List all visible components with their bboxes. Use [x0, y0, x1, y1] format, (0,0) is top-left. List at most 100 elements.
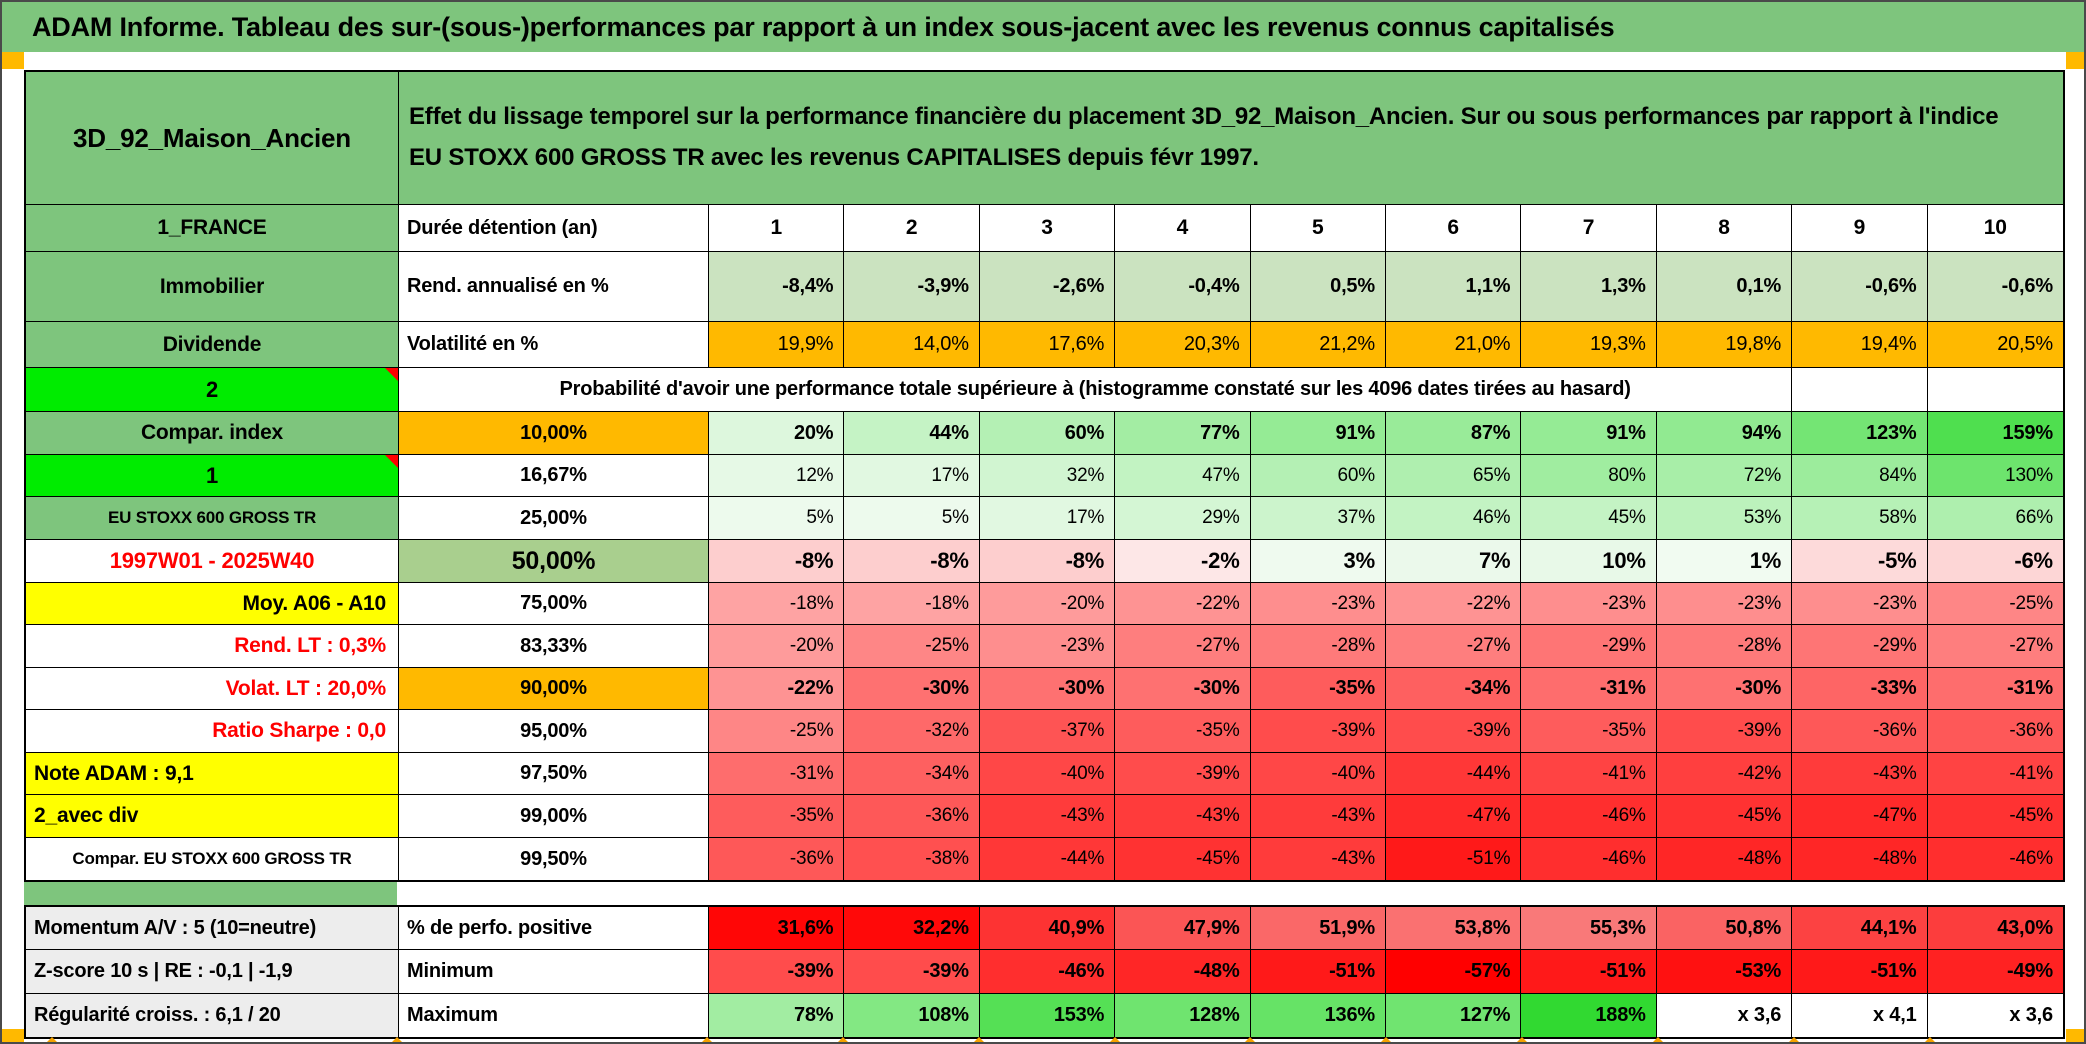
- data-cell[interactable]: -30%: [979, 668, 1116, 710]
- data-cell[interactable]: -29%: [1792, 625, 1928, 668]
- data-cell[interactable]: 3: [979, 205, 1116, 252]
- data-cell[interactable]: 1,3%: [1521, 252, 1657, 322]
- data-cell[interactable]: -40%: [1250, 753, 1386, 795]
- data-cell[interactable]: 44%: [844, 412, 980, 455]
- data-cell[interactable]: -33%: [1792, 668, 1928, 710]
- data-cell[interactable]: -46%: [1521, 795, 1657, 838]
- data-cell[interactable]: -51%: [1250, 950, 1386, 994]
- row-header-cell[interactable]: Note ADAM : 9,1: [26, 753, 399, 795]
- data-cell[interactable]: -43%: [1115, 795, 1251, 838]
- data-cell[interactable]: 7: [1521, 205, 1657, 252]
- data-cell[interactable]: 32%: [979, 455, 1116, 497]
- data-cell[interactable]: -38%: [844, 838, 980, 880]
- data-cell[interactable]: -25%: [844, 625, 980, 668]
- data-cell[interactable]: 188%: [1521, 994, 1657, 1037]
- data-cell[interactable]: 80%: [1521, 455, 1657, 497]
- data-cell[interactable]: 78%: [709, 994, 845, 1037]
- data-cell[interactable]: -8%: [709, 540, 845, 583]
- data-cell[interactable]: -43%: [979, 795, 1116, 838]
- data-cell[interactable]: -42%: [1656, 753, 1793, 795]
- data-cell[interactable]: -2%: [1115, 540, 1251, 583]
- empty-cell[interactable]: [1792, 368, 1928, 412]
- row-header-cell[interactable]: 2: [26, 368, 399, 412]
- data-cell[interactable]: 31,6%: [709, 907, 845, 950]
- row-subheader-cell[interactable]: 25,00%: [399, 497, 709, 540]
- data-cell[interactable]: 21,2%: [1250, 322, 1386, 368]
- data-cell[interactable]: -3,9%: [844, 252, 980, 322]
- data-cell[interactable]: -8%: [844, 540, 980, 583]
- data-cell[interactable]: -25%: [709, 710, 845, 753]
- data-cell[interactable]: 8: [1656, 205, 1793, 252]
- row-subheader-cell[interactable]: 97,50%: [399, 753, 709, 795]
- data-cell[interactable]: -23%: [1656, 583, 1793, 625]
- data-cell[interactable]: -46%: [979, 950, 1116, 994]
- data-cell[interactable]: -22%: [1115, 583, 1251, 625]
- data-cell[interactable]: 128%: [1115, 994, 1251, 1037]
- data-cell[interactable]: 53%: [1656, 497, 1793, 540]
- data-cell[interactable]: -20%: [709, 625, 845, 668]
- data-cell[interactable]: -23%: [1250, 583, 1386, 625]
- data-cell[interactable]: -39%: [844, 950, 980, 994]
- data-cell[interactable]: -41%: [1521, 753, 1657, 795]
- data-cell[interactable]: -43%: [1792, 753, 1928, 795]
- data-cell[interactable]: -34%: [1385, 668, 1522, 710]
- data-cell[interactable]: -47%: [1792, 795, 1928, 838]
- data-cell[interactable]: -30%: [1656, 668, 1793, 710]
- data-cell[interactable]: 7%: [1385, 540, 1522, 583]
- data-cell[interactable]: -51%: [1385, 838, 1522, 880]
- data-cell[interactable]: -2,6%: [979, 252, 1116, 322]
- data-cell[interactable]: 46%: [1385, 497, 1522, 540]
- data-cell[interactable]: -32%: [844, 710, 980, 753]
- data-cell[interactable]: 65%: [1385, 455, 1522, 497]
- data-cell[interactable]: x 4,1: [1792, 994, 1928, 1037]
- data-cell[interactable]: -34%: [844, 753, 980, 795]
- data-cell[interactable]: 43,0%: [1927, 907, 2063, 950]
- data-cell[interactable]: 60%: [1250, 455, 1386, 497]
- probability-note-cell[interactable]: Probabilité d'avoir une performance tota…: [399, 368, 1793, 412]
- data-cell[interactable]: 91%: [1521, 412, 1657, 455]
- data-cell[interactable]: -23%: [1792, 583, 1928, 625]
- empty-cell[interactable]: [1927, 368, 2063, 412]
- row-header-cell[interactable]: Compar. EU STOXX 600 GROSS TR: [26, 838, 399, 880]
- data-cell[interactable]: 153%: [979, 994, 1116, 1037]
- data-cell[interactable]: 66%: [1927, 497, 2063, 540]
- data-cell[interactable]: -46%: [1927, 838, 2063, 880]
- data-cell[interactable]: -35%: [1115, 710, 1251, 753]
- row-subheader-cell[interactable]: Durée détention (an): [399, 205, 709, 252]
- data-cell[interactable]: -36%: [709, 838, 845, 880]
- data-cell[interactable]: -40%: [979, 753, 1116, 795]
- row-header-cell[interactable]: 1_FRANCE: [26, 205, 399, 252]
- data-cell[interactable]: -45%: [1927, 795, 2063, 838]
- data-cell[interactable]: 2: [844, 205, 980, 252]
- data-cell[interactable]: -27%: [1927, 625, 2063, 668]
- data-cell[interactable]: -29%: [1521, 625, 1657, 668]
- data-cell[interactable]: -0,6%: [1927, 252, 2063, 322]
- data-cell[interactable]: -0,6%: [1792, 252, 1928, 322]
- data-cell[interactable]: 37%: [1250, 497, 1386, 540]
- data-cell[interactable]: 47,9%: [1115, 907, 1251, 950]
- row-header-cell[interactable]: Momentum A/V : 5 (10=neutre): [26, 907, 399, 950]
- data-cell[interactable]: 47%: [1115, 455, 1251, 497]
- data-cell[interactable]: 19,4%: [1792, 322, 1928, 368]
- row-subheader-cell[interactable]: Volatilité en %: [399, 322, 709, 368]
- data-cell[interactable]: -44%: [1385, 753, 1522, 795]
- data-cell[interactable]: 10: [1927, 205, 2063, 252]
- data-cell[interactable]: 60%: [979, 412, 1116, 455]
- data-cell[interactable]: 14,0%: [844, 322, 980, 368]
- data-cell[interactable]: -35%: [1250, 668, 1386, 710]
- data-cell[interactable]: -39%: [1115, 753, 1251, 795]
- row-header-cell[interactable]: 1997W01 - 2025W40: [26, 540, 399, 583]
- data-cell[interactable]: -41%: [1927, 753, 2063, 795]
- data-cell[interactable]: -36%: [1927, 710, 2063, 753]
- data-cell[interactable]: 5%: [844, 497, 980, 540]
- data-cell[interactable]: 4: [1115, 205, 1251, 252]
- data-cell[interactable]: -0,4%: [1115, 252, 1251, 322]
- data-cell[interactable]: -30%: [1115, 668, 1251, 710]
- data-cell[interactable]: 6: [1385, 205, 1522, 252]
- data-cell[interactable]: 50,8%: [1656, 907, 1793, 950]
- row-subheader-cell[interactable]: 50,00%: [399, 540, 709, 583]
- data-cell[interactable]: 87%: [1385, 412, 1522, 455]
- data-cell[interactable]: -37%: [979, 710, 1116, 753]
- data-cell[interactable]: 20%: [709, 412, 845, 455]
- data-cell[interactable]: x 3,6: [1927, 994, 2063, 1037]
